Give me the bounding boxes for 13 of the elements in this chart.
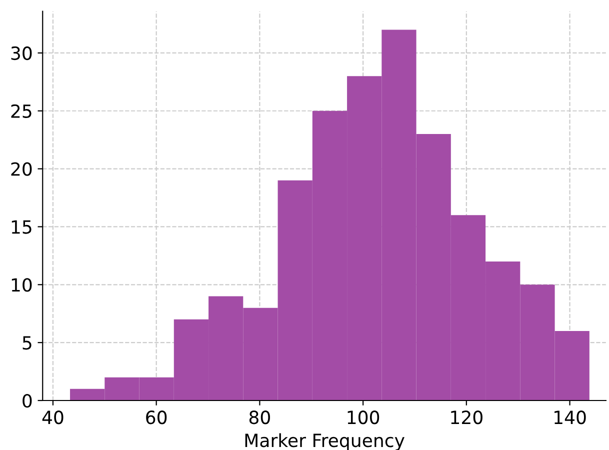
y-tick-label: 15 (12, 220, 32, 234)
y-tick-label: 10 (12, 278, 32, 292)
x-tick-label: 140 (554, 410, 586, 424)
y-tick-label: 30 (11, 46, 32, 60)
x-tick-label: 60 (146, 410, 167, 424)
x-tick-label: 40 (42, 410, 64, 424)
y-tick-label: 20 (11, 162, 32, 176)
x-tick-label: 80 (249, 410, 270, 424)
x-tick-label: 100 (348, 410, 380, 424)
y-tick-label: 5 (22, 336, 32, 350)
x-tick-label: 120 (451, 410, 482, 424)
y-tick-label: 0 (22, 394, 32, 408)
y-tick-label: 25 (11, 104, 32, 118)
